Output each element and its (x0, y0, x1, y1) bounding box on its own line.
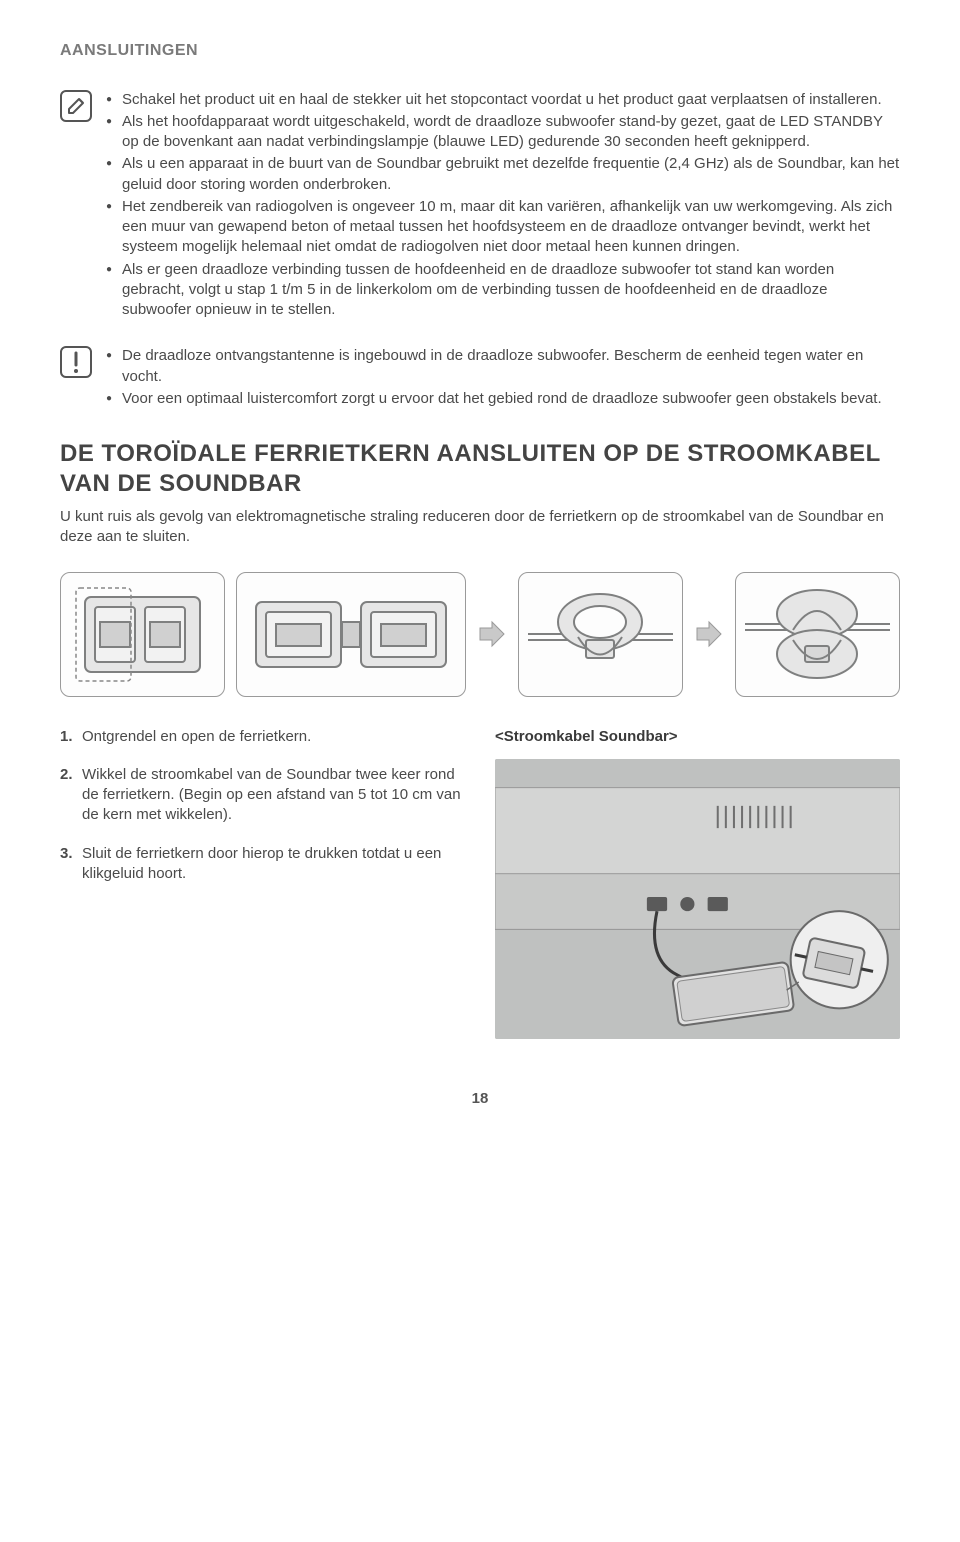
soundbar-photo (495, 759, 900, 1039)
note-item: Als u een apparaat in de buurt van de So… (106, 154, 900, 195)
note-item: Voor een optimaal luistercomfort zorgt u… (106, 389, 900, 409)
step-item: 3. Sluit de ferrietkern door hierop te d… (60, 844, 465, 885)
image-label: <Stroomkabel Soundbar> (495, 727, 900, 747)
step-number: 3. (60, 844, 82, 885)
ferrite-step-4 (735, 572, 900, 697)
page-number: 18 (60, 1089, 900, 1109)
note-item: De draadloze ontvangstantenne is ingebou… (106, 346, 900, 387)
notes-list-1: Schakel het product uit en haal de stekk… (106, 90, 900, 323)
arrow-icon (477, 620, 507, 648)
note-block-pencil: Schakel het product uit en haal de stekk… (60, 90, 900, 323)
image-column: <Stroomkabel Soundbar> (495, 727, 900, 1039)
step-text: Wikkel de stroomkabel van de Soundbar tw… (82, 765, 465, 826)
note-item: Schakel het product uit en haal de stekk… (106, 90, 900, 110)
note-block-caution: De draadloze ontvangstantenne is ingebou… (60, 346, 900, 411)
ferrite-step-1 (60, 572, 225, 697)
steps-column: 1. Ontgrendel en open de ferrietkern. 2.… (60, 727, 465, 903)
bottom-row: 1. Ontgrendel en open de ferrietkern. 2.… (60, 727, 900, 1039)
main-heading: DE TOROÏDALE FERRIETKERN AANSLUITEN OP D… (60, 439, 900, 499)
note-item: Als het hoofdapparaat wordt uitgeschakel… (106, 112, 900, 153)
intro-paragraph: U kunt ruis als gevolg van elektromagnet… (60, 507, 900, 548)
step-item: 2. Wikkel de stroomkabel van de Soundbar… (60, 765, 465, 826)
step-text: Ontgrendel en open de ferrietkern. (82, 727, 311, 747)
ferrite-step-3 (518, 572, 683, 697)
section-title: AANSLUITINGEN (60, 40, 900, 62)
step-text: Sluit de ferrietkern door hierop te druk… (82, 844, 465, 885)
note-icon (60, 90, 96, 122)
step-number: 2. (60, 765, 82, 826)
notes-list-2: De draadloze ontvangstantenne is ingebou… (106, 346, 900, 411)
steps-list: 1. Ontgrendel en open de ferrietkern. 2.… (60, 727, 465, 885)
caution-icon (60, 346, 96, 378)
ferrite-diagram-row (60, 572, 900, 697)
step-number: 1. (60, 727, 82, 747)
note-item: Het zendbereik van radiogolven is ongeve… (106, 197, 900, 258)
arrow-icon (694, 620, 724, 648)
ferrite-step-2 (236, 572, 466, 697)
note-item: Als er geen draadloze verbinding tussen … (106, 260, 900, 321)
step-item: 1. Ontgrendel en open de ferrietkern. (60, 727, 465, 747)
